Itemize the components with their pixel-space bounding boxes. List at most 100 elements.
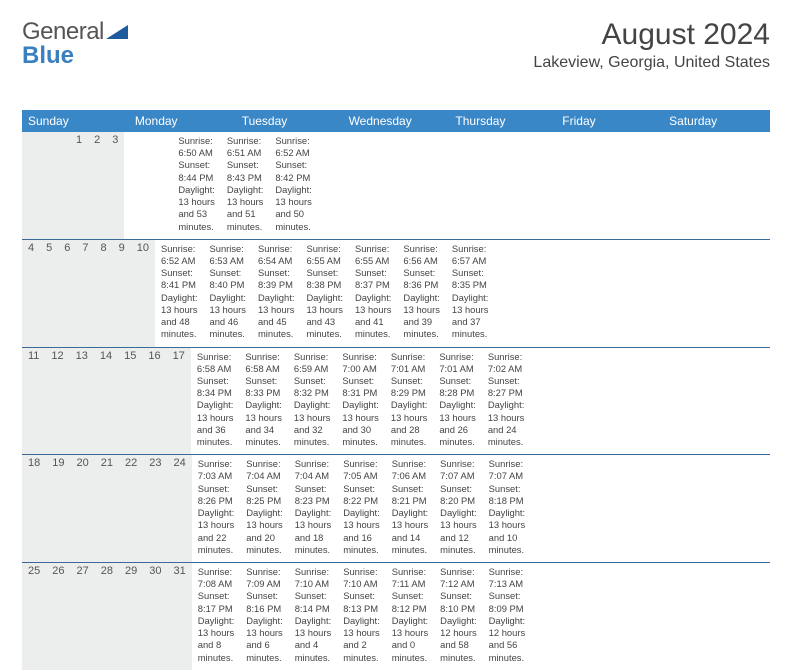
sunrise-text: Sunrise: 6:58 AM [245,351,281,375]
sunrise-text: Sunrise: 7:04 AM [295,458,331,482]
sunset-text: Sunset: 8:31 PM [342,375,378,399]
day-number-bar: 18192021222324 [22,455,192,562]
sunset-text: Sunset: 8:13 PM [343,590,379,614]
sunrise-text: Sunrise: 7:06 AM [392,458,428,482]
sunset-text: Sunset: 8:37 PM [355,267,391,291]
day-number: 13 [70,348,94,455]
month-title: August 2024 [533,18,770,52]
sunrise-text: Sunrise: 7:12 AM [440,566,476,590]
day-body: Sunrise: 7:10 AMSunset: 8:14 PMDaylight:… [289,563,337,670]
day-body: Sunrise: 6:52 AMSunset: 8:42 PMDaylight:… [269,132,317,239]
day-number: 7 [76,240,94,347]
sunset-text: Sunset: 8:20 PM [440,483,476,507]
daylight-text: Daylight: 13 hours and 53 minutes. [178,184,214,233]
day-body [124,132,136,239]
sunset-text: Sunset: 8:42 PM [275,159,311,183]
sunset-text: Sunset: 8:27 PM [488,375,524,399]
daylight-text: Daylight: 13 hours and 24 minutes. [488,399,524,448]
day-body: Sunrise: 7:03 AMSunset: 8:26 PMDaylight:… [192,455,240,562]
daylight-text: Daylight: 13 hours and 28 minutes. [391,399,427,448]
day-number: 25 [22,563,46,670]
weekday-cell: Monday [129,110,236,132]
day-body-row: Sunrise: 6:52 AMSunset: 8:41 PMDaylight:… [155,240,494,347]
day-number: 20 [71,455,95,562]
weekday-cell: Saturday [663,110,770,132]
day-body: Sunrise: 7:05 AMSunset: 8:22 PMDaylight:… [337,455,385,562]
daylight-text: Daylight: 13 hours and 48 minutes. [161,292,197,341]
day-body: Sunrise: 7:02 AMSunset: 8:27 PMDaylight:… [482,348,530,455]
sunrise-text: Sunrise: 7:07 AM [489,458,525,482]
day-body: Sunrise: 6:56 AMSunset: 8:36 PMDaylight:… [397,240,445,347]
day-number: 11 [22,348,45,455]
sunset-text: Sunset: 8:32 PM [294,375,330,399]
day-number: 27 [71,563,95,670]
daylight-text: Daylight: 13 hours and 37 minutes. [452,292,488,341]
day-number-bar: 11121314151617 [22,348,191,455]
sunrise-text: Sunrise: 7:08 AM [198,566,234,590]
day-number: 28 [95,563,119,670]
day-body: Sunrise: 6:55 AMSunset: 8:37 PMDaylight:… [349,240,397,347]
day-body-row: Sunrise: 6:58 AMSunset: 8:34 PMDaylight:… [191,348,530,455]
week-row: 11121314151617Sunrise: 6:58 AMSunset: 8:… [22,348,770,456]
weekday-header-row: SundayMondayTuesdayWednesdayThursdayFrid… [22,110,770,132]
sunrise-text: Sunrise: 6:52 AM [161,243,197,267]
day-body: Sunrise: 7:01 AMSunset: 8:28 PMDaylight:… [433,348,481,455]
daylight-text: Daylight: 13 hours and 16 minutes. [343,507,379,556]
sunset-text: Sunset: 8:21 PM [392,483,428,507]
sunset-text: Sunset: 8:40 PM [209,267,245,291]
calendar: SundayMondayTuesdayWednesdayThursdayFrid… [22,110,770,670]
sunset-text: Sunset: 8:18 PM [489,483,525,507]
sunset-text: Sunset: 8:41 PM [161,267,197,291]
sunset-text: Sunset: 8:43 PM [227,159,263,183]
day-body: Sunrise: 6:53 AMSunset: 8:40 PMDaylight:… [203,240,251,347]
day-body: Sunrise: 7:13 AMSunset: 8:09 PMDaylight:… [483,563,531,670]
day-number: 15 [118,348,142,455]
sunset-text: Sunset: 8:39 PM [258,267,294,291]
daylight-text: Daylight: 13 hours and 10 minutes. [489,507,525,556]
sunset-text: Sunset: 8:44 PM [178,159,214,183]
day-body: Sunrise: 6:54 AMSunset: 8:39 PMDaylight:… [252,240,300,347]
daylight-text: Daylight: 13 hours and 4 minutes. [295,615,331,664]
sunrise-text: Sunrise: 7:03 AM [198,458,234,482]
logo-text-blue: Blue [22,42,74,70]
sunset-text: Sunset: 8:17 PM [198,590,234,614]
day-number: 22 [119,455,143,562]
daylight-text: Daylight: 13 hours and 20 minutes. [246,507,282,556]
title-block: August 2024 Lakeview, Georgia, United St… [533,18,770,72]
sunset-text: Sunset: 8:22 PM [343,483,379,507]
daylight-text: Daylight: 13 hours and 36 minutes. [197,399,233,448]
day-number: 18 [22,455,46,562]
week-row: 18192021222324Sunrise: 7:03 AMSunset: 8:… [22,455,770,563]
day-number: 12 [45,348,69,455]
sunrise-text: Sunrise: 6:57 AM [452,243,488,267]
sunrise-text: Sunrise: 7:02 AM [488,351,524,375]
day-body: Sunrise: 6:51 AMSunset: 8:43 PMDaylight:… [221,132,269,239]
sunset-text: Sunset: 8:25 PM [246,483,282,507]
day-number: 31 [168,563,192,670]
daylight-text: Daylight: 13 hours and 6 minutes. [246,615,282,664]
day-body: Sunrise: 6:52 AMSunset: 8:41 PMDaylight:… [155,240,203,347]
day-body: Sunrise: 7:10 AMSunset: 8:13 PMDaylight:… [337,563,385,670]
daylight-text: Daylight: 13 hours and 41 minutes. [355,292,391,341]
week-row: 123Sunrise: 6:50 AMSunset: 8:44 PMDaylig… [22,132,770,240]
daylight-text: Daylight: 13 hours and 51 minutes. [227,184,263,233]
day-body: Sunrise: 7:09 AMSunset: 8:16 PMDaylight:… [240,563,288,670]
day-body: Sunrise: 6:55 AMSunset: 8:38 PMDaylight:… [300,240,348,347]
day-body-row: Sunrise: 7:08 AMSunset: 8:17 PM Daylight:… [192,563,531,670]
day-body: Sunrise: 7:08 AMSunset: 8:17 PMDaylight:… [192,563,240,670]
daylight-text: Daylight: 13 hours and 2 minutes. [343,615,379,664]
day-body: Sunrise: 7:12 AMSunset: 8:10 PMDaylight:… [434,563,482,670]
sunrise-text: Sunrise: 6:55 AM [355,243,391,267]
day-body-row: Sunrise: 6:50 AMSunset: 8:44 PMDaylight:… [124,132,317,239]
day-body: Sunrise: 6:58 AMSunset: 8:33 PMDaylight:… [239,348,287,455]
week-row: 25262728293031Sunrise: 7:08 AMSunset: 8:… [22,563,770,670]
daylight-text: Daylight: 13 hours and 26 minutes. [439,399,475,448]
day-body: Sunrise: 7:01 AMSunset: 8:29 PMDaylight:… [385,348,433,455]
day-number: 24 [168,455,192,562]
daylight-text: Daylight: 13 hours and 30 minutes. [342,399,378,448]
day-number [22,132,34,239]
day-number-bar: 25262728293031 [22,563,192,670]
day-body: Sunrise: 7:11 AMSunset: 8:12 PMDaylight:… [386,563,434,670]
day-number [34,132,46,239]
day-body [160,132,172,239]
